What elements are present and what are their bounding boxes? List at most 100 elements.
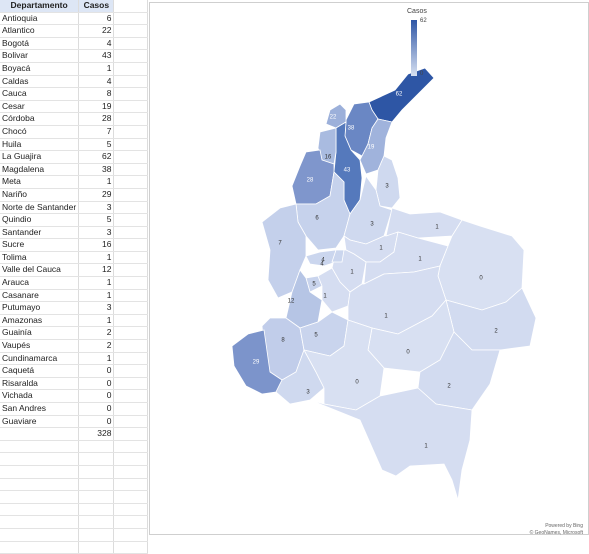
- cell-casos[interactable]: 2: [78, 326, 115, 341]
- empty-cell[interactable]: [113, 276, 148, 290]
- cell-departamento[interactable]: La Guajira: [0, 150, 80, 164]
- cell-departamento[interactable]: Casanare: [0, 289, 80, 303]
- cell-casos[interactable]: 0: [78, 377, 115, 391]
- cell-departamento[interactable]: Nariño: [0, 188, 80, 202]
- empty-cell[interactable]: [0, 465, 80, 479]
- cell-departamento[interactable]: Bogotá: [0, 37, 80, 51]
- cell-casos[interactable]: 0: [78, 364, 115, 378]
- empty-cell[interactable]: [0, 452, 80, 466]
- cell-departamento[interactable]: Amazonas: [0, 314, 80, 328]
- cell-departamento[interactable]: Guainía: [0, 326, 80, 341]
- cell-departamento[interactable]: Antioquia: [0, 12, 80, 26]
- cell-casos[interactable]: 62: [78, 150, 115, 164]
- cell-departamento[interactable]: Santander: [0, 226, 80, 240]
- empty-cell[interactable]: [113, 163, 148, 177]
- empty-cell[interactable]: [113, 226, 148, 240]
- empty-cell[interactable]: [113, 87, 148, 101]
- cell-casos[interactable]: 1: [78, 314, 115, 328]
- cell-casos[interactable]: 2: [78, 339, 115, 353]
- region-caqueta[interactable]: [303, 319, 385, 411]
- empty-cell[interactable]: [113, 427, 148, 441]
- region-cesar[interactable]: [359, 118, 393, 175]
- cell-casos[interactable]: 8: [78, 87, 115, 101]
- empty-cell[interactable]: [78, 515, 115, 529]
- empty-cell[interactable]: [113, 326, 148, 341]
- cell-casos[interactable]: 4: [78, 75, 115, 89]
- empty-cell[interactable]: [0, 503, 80, 517]
- empty-cell[interactable]: [113, 490, 148, 504]
- region-choco[interactable]: [261, 203, 307, 299]
- empty-cell[interactable]: [78, 440, 115, 454]
- cell-departamento[interactable]: Cundinamarca: [0, 352, 80, 366]
- empty-cell[interactable]: [113, 138, 148, 152]
- empty-cell[interactable]: [113, 415, 148, 429]
- empty-cell[interactable]: [113, 213, 148, 227]
- empty-cell[interactable]: [113, 364, 148, 378]
- header-departamento[interactable]: Departamento: [0, 0, 80, 13]
- region-amazonas[interactable]: [309, 387, 473, 501]
- cell-casos[interactable]: 19: [78, 100, 115, 114]
- cell-casos[interactable]: 29: [78, 188, 115, 202]
- cell-departamento[interactable]: Sucre: [0, 238, 80, 252]
- cell-departamento[interactable]: Vaupés: [0, 339, 80, 353]
- empty-cell[interactable]: [78, 465, 115, 479]
- region-bogota[interactable]: [331, 249, 345, 263]
- empty-cell[interactable]: [113, 201, 148, 215]
- cell-total[interactable]: 328: [78, 427, 115, 441]
- empty-cell[interactable]: [78, 503, 115, 517]
- empty-cell[interactable]: [0, 515, 80, 529]
- empty-cell[interactable]: [113, 0, 148, 13]
- empty-cell[interactable]: [113, 49, 148, 63]
- cell-casos[interactable]: 0: [78, 402, 115, 416]
- cell-departamento[interactable]: Vichada: [0, 389, 80, 403]
- cell-casos[interactable]: 4: [78, 37, 115, 51]
- cell-departamento[interactable]: Norte de Santander: [0, 201, 80, 215]
- empty-cell[interactable]: [113, 389, 148, 403]
- cell-departamento[interactable]: Caldas: [0, 75, 80, 89]
- cell-casos[interactable]: 22: [78, 24, 115, 38]
- empty-cell[interactable]: [113, 125, 148, 139]
- empty-cell[interactable]: [113, 440, 148, 454]
- empty-cell[interactable]: [0, 440, 80, 454]
- empty-cell[interactable]: [0, 427, 80, 441]
- empty-cell[interactable]: [113, 75, 148, 89]
- cell-departamento[interactable]: San Andres: [0, 402, 80, 416]
- cell-casos[interactable]: 0: [78, 389, 115, 403]
- empty-cell[interactable]: [113, 289, 148, 303]
- empty-cell[interactable]: [113, 12, 148, 26]
- cell-departamento[interactable]: Arauca: [0, 276, 80, 290]
- empty-cell[interactable]: [113, 175, 148, 189]
- cell-departamento[interactable]: Boyacá: [0, 62, 80, 76]
- cell-casos[interactable]: 1: [78, 62, 115, 76]
- empty-cell[interactable]: [113, 301, 148, 315]
- cell-departamento[interactable]: Quindio: [0, 213, 80, 227]
- cell-departamento[interactable]: Bolivar: [0, 49, 80, 63]
- empty-cell[interactable]: [113, 541, 148, 554]
- empty-cell[interactable]: [113, 263, 148, 278]
- cell-departamento[interactable]: Valle del Cauca: [0, 263, 80, 278]
- empty-cell[interactable]: [113, 100, 148, 114]
- empty-cell[interactable]: [113, 339, 148, 353]
- empty-cell[interactable]: [113, 37, 148, 51]
- cell-casos[interactable]: 5: [78, 138, 115, 152]
- empty-cell[interactable]: [113, 251, 148, 265]
- cell-departamento[interactable]: Atlantico: [0, 24, 80, 38]
- empty-cell[interactable]: [113, 478, 148, 492]
- empty-cell[interactable]: [78, 452, 115, 466]
- cell-departamento[interactable]: Chocó: [0, 125, 80, 139]
- cell-departamento[interactable]: Córdoba: [0, 112, 80, 126]
- empty-cell[interactable]: [78, 478, 115, 492]
- empty-cell[interactable]: [113, 503, 148, 517]
- cell-casos[interactable]: 3: [78, 226, 115, 240]
- empty-cell[interactable]: [113, 112, 148, 126]
- cell-casos[interactable]: 0: [78, 415, 115, 429]
- cell-casos[interactable]: 43: [78, 49, 115, 63]
- cell-casos[interactable]: 3: [78, 301, 115, 315]
- empty-cell[interactable]: [113, 452, 148, 466]
- empty-cell[interactable]: [113, 515, 148, 529]
- empty-cell[interactable]: [0, 541, 80, 554]
- empty-cell[interactable]: [0, 490, 80, 504]
- cell-casos[interactable]: 1: [78, 352, 115, 366]
- cell-casos[interactable]: 1: [78, 175, 115, 189]
- cell-departamento[interactable]: Meta: [0, 175, 80, 189]
